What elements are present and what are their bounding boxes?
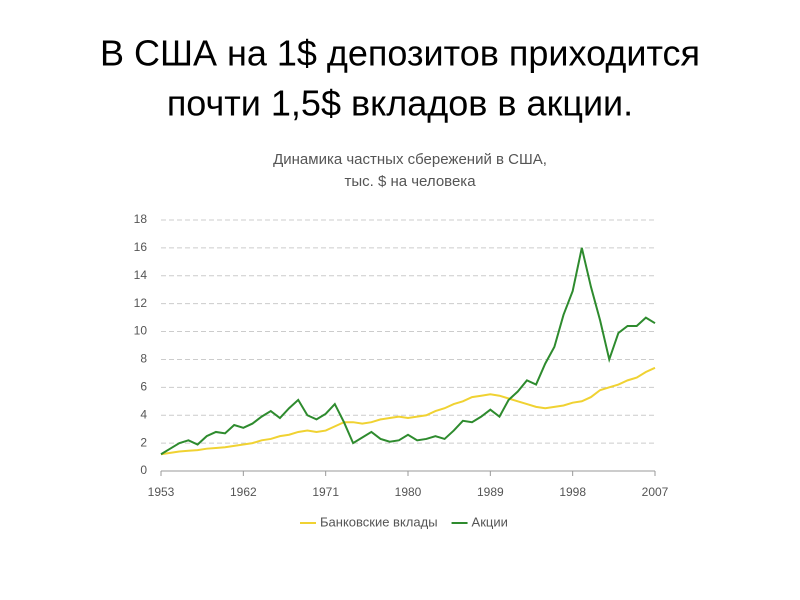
x-tick-label: 1998 bbox=[559, 485, 586, 499]
x-tick-label: 1980 bbox=[395, 485, 422, 499]
y-tick-label: 0 bbox=[140, 463, 147, 477]
series-line bbox=[160, 366, 656, 456]
y-tick-label: 18 bbox=[134, 212, 148, 226]
y-tick-label: 4 bbox=[140, 407, 147, 421]
y-tick-label: 6 bbox=[140, 380, 147, 394]
chart-title: тыс. $ на человека bbox=[344, 173, 476, 190]
legend-label: Банковские вклады bbox=[320, 514, 438, 529]
slide-title: почти 1,5$ вкладов в акции. bbox=[167, 83, 633, 124]
x-tick-label: 1962 bbox=[230, 485, 257, 499]
y-tick-label: 8 bbox=[140, 352, 147, 366]
y-tick-label: 10 bbox=[134, 324, 148, 338]
y-tick-label: 14 bbox=[134, 268, 148, 282]
x-tick-label: 1989 bbox=[477, 485, 504, 499]
chart-title: Динамика частных сбережений в США, bbox=[273, 151, 547, 168]
slide-title: В США на 1$ депозитов приходится bbox=[100, 33, 700, 74]
y-tick-label: 16 bbox=[134, 240, 148, 254]
legend-label: Акции bbox=[472, 514, 508, 529]
x-tick-label: 1971 bbox=[312, 485, 339, 499]
y-tick-label: 12 bbox=[134, 296, 148, 310]
x-tick-label: 1953 bbox=[148, 485, 175, 499]
series-line bbox=[160, 247, 656, 456]
x-tick-label: 2007 bbox=[642, 485, 669, 499]
y-tick-label: 2 bbox=[140, 435, 147, 449]
